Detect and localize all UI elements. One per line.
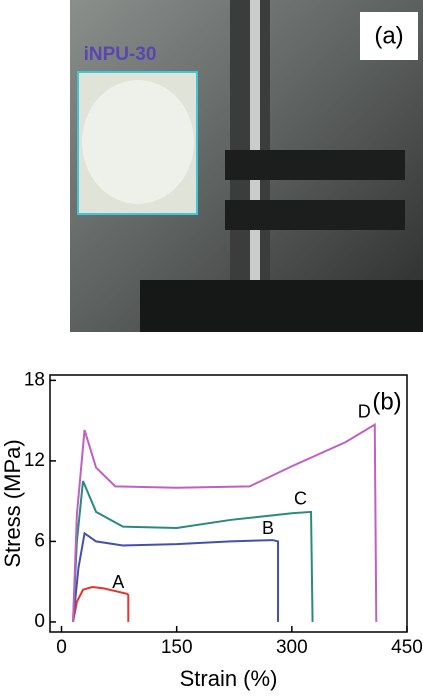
x-tick-label: 300 (276, 637, 308, 658)
chart: 0 150 300 450 0 6 12 18 A BC D (b) Strain (%) Stress … (0, 369, 423, 690)
series-label: B (262, 518, 274, 538)
film (82, 80, 194, 204)
y-axis-label: Stress (MPa) (0, 439, 25, 567)
series-label: C (294, 489, 307, 509)
clamp-upper (225, 150, 405, 180)
clamp-lower (225, 200, 405, 230)
panel-label: (a) (374, 22, 403, 49)
base (140, 280, 423, 332)
series-label: A (112, 572, 124, 592)
photo: iNPU-30 (a) (70, 0, 423, 332)
x-tick-label: 0 (56, 637, 67, 658)
line (72, 422, 378, 622)
x-tick-label: 150 (161, 637, 193, 658)
label-box (360, 12, 418, 60)
y-tick-label: 18 (24, 369, 45, 390)
line (72, 586, 130, 623)
panel-label: (b) (372, 388, 401, 415)
y-tick-label: 12 (24, 450, 45, 471)
line (72, 531, 280, 623)
plot-frame (49, 374, 408, 633)
y-tick-label: 0 (34, 611, 45, 632)
x-axis-label: Strain (%) (180, 666, 278, 691)
y-tick-label: 6 (34, 530, 45, 551)
line (72, 480, 314, 622)
x-tick-label: 450 (391, 637, 423, 658)
inset-label: iNPU-30 (84, 44, 157, 65)
series-label: D (358, 401, 371, 421)
